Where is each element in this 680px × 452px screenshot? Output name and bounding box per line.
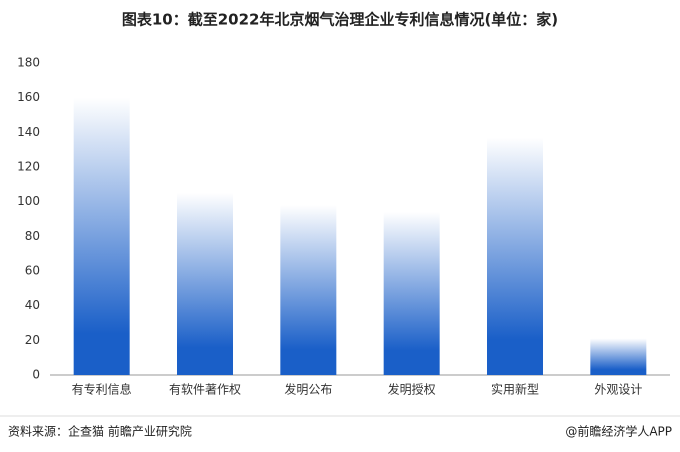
y-tick-label: 80: [25, 229, 40, 243]
y-tick-label: 160: [17, 90, 40, 104]
x-tick-label: 发明授权: [388, 382, 436, 397]
y-tick-label: 0: [32, 368, 40, 382]
bar: [590, 338, 647, 375]
y-tick-label: 180: [17, 56, 40, 70]
y-tick-label: 100: [17, 194, 40, 208]
x-tick-label: 实用新型: [491, 382, 539, 397]
y-tick-label: 140: [17, 125, 40, 139]
bar: [383, 212, 440, 375]
credit: @前瞻经济学人APP: [565, 424, 672, 439]
chart-title: 图表10：截至2022年北京烟气治理企业专利信息情况(单位：家): [122, 11, 558, 29]
x-tick-label: 发明公布: [284, 382, 332, 397]
bar: [177, 193, 233, 375]
x-tick-label: 有专利信息: [72, 382, 132, 397]
y-tick-label: 40: [25, 298, 40, 312]
y-tick-label: 60: [25, 264, 40, 278]
bar: [280, 205, 337, 375]
source: 资料来源：企查猫 前瞻产业研究院: [8, 424, 192, 439]
x-tick-label: 有软件著作权: [169, 383, 241, 397]
x-tick-label: 外观设计: [594, 383, 642, 397]
bar: [487, 137, 543, 375]
y-tick-label: 120: [17, 160, 40, 174]
bar: [73, 97, 130, 376]
y-tick-label: 20: [25, 333, 40, 347]
